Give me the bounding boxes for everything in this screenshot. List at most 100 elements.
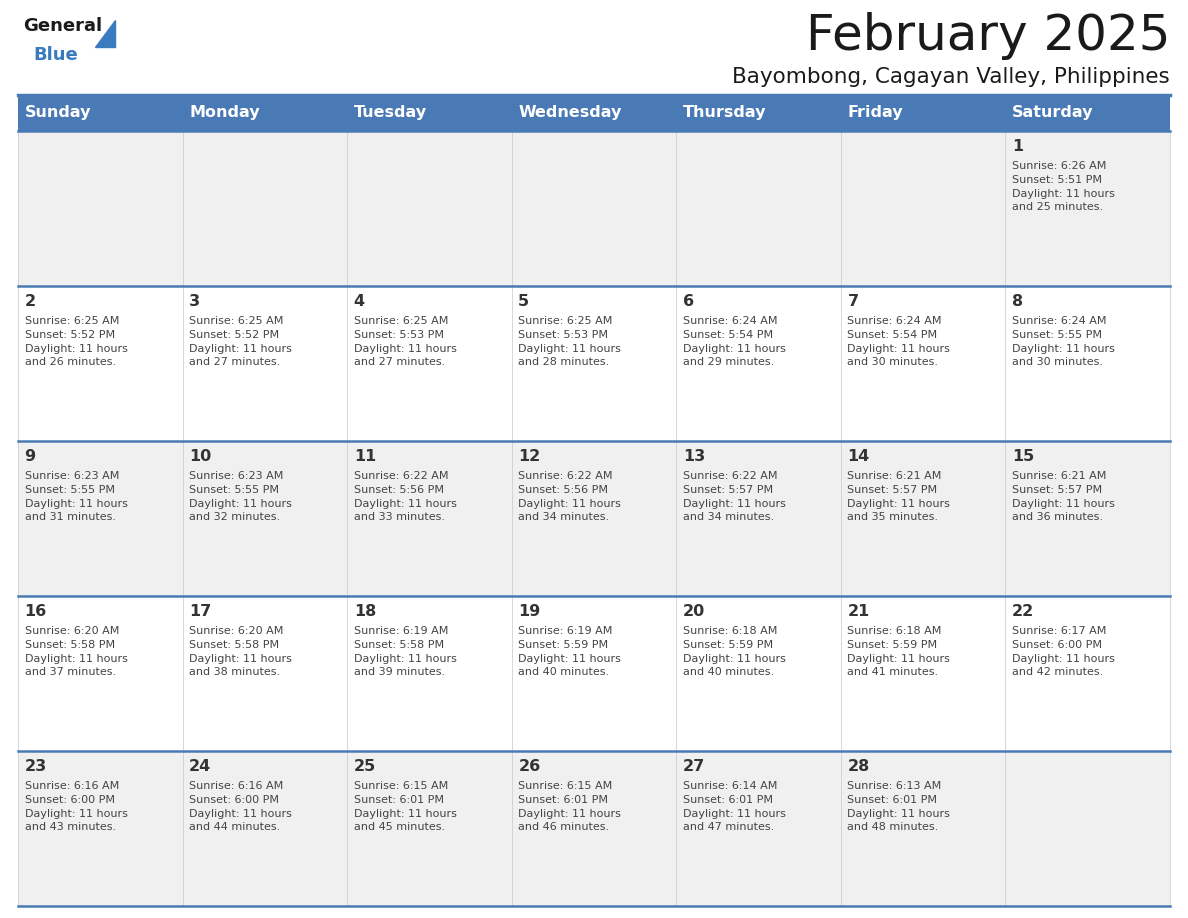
Text: 14: 14 — [847, 449, 870, 464]
Text: 16: 16 — [25, 604, 46, 619]
Text: and 32 minutes.: and 32 minutes. — [189, 512, 280, 522]
Text: Sunset: 5:58 PM: Sunset: 5:58 PM — [25, 640, 115, 650]
Text: Daylight: 11 hours: Daylight: 11 hours — [518, 654, 621, 664]
Text: and 40 minutes.: and 40 minutes. — [518, 667, 609, 677]
Text: 6: 6 — [683, 294, 694, 309]
Text: Sunset: 6:01 PM: Sunset: 6:01 PM — [354, 795, 444, 805]
Text: Sunrise: 6:15 AM: Sunrise: 6:15 AM — [518, 781, 613, 791]
Text: Sunset: 5:57 PM: Sunset: 5:57 PM — [1012, 485, 1102, 495]
Text: Sunset: 6:00 PM: Sunset: 6:00 PM — [1012, 640, 1102, 650]
Text: Saturday: Saturday — [1012, 106, 1093, 120]
Text: 20: 20 — [683, 604, 706, 619]
Text: Sunrise: 6:19 AM: Sunrise: 6:19 AM — [518, 626, 613, 636]
Text: Sunrise: 6:20 AM: Sunrise: 6:20 AM — [25, 626, 119, 636]
Text: 12: 12 — [518, 449, 541, 464]
Text: Daylight: 11 hours: Daylight: 11 hours — [189, 654, 292, 664]
Text: and 46 minutes.: and 46 minutes. — [518, 823, 609, 833]
Text: Daylight: 11 hours: Daylight: 11 hours — [189, 343, 292, 353]
Bar — [18, 131, 1170, 286]
Text: 10: 10 — [189, 449, 211, 464]
Text: Sunrise: 6:14 AM: Sunrise: 6:14 AM — [683, 781, 777, 791]
Text: Sunset: 5:54 PM: Sunset: 5:54 PM — [683, 330, 773, 340]
Text: Daylight: 11 hours: Daylight: 11 hours — [189, 498, 292, 509]
Text: and 44 minutes.: and 44 minutes. — [189, 823, 280, 833]
Text: Daylight: 11 hours: Daylight: 11 hours — [847, 498, 950, 509]
Text: Daylight: 11 hours: Daylight: 11 hours — [518, 343, 621, 353]
Text: and 45 minutes.: and 45 minutes. — [354, 823, 444, 833]
Text: Sunrise: 6:22 AM: Sunrise: 6:22 AM — [354, 471, 448, 481]
Text: Bayombong, Cagayan Valley, Philippines: Bayombong, Cagayan Valley, Philippines — [732, 67, 1170, 87]
Text: Daylight: 11 hours: Daylight: 11 hours — [25, 343, 127, 353]
Text: Sunset: 6:01 PM: Sunset: 6:01 PM — [847, 795, 937, 805]
Text: and 25 minutes.: and 25 minutes. — [1012, 202, 1104, 212]
Text: and 40 minutes.: and 40 minutes. — [683, 667, 775, 677]
Text: and 47 minutes.: and 47 minutes. — [683, 823, 775, 833]
Text: Sunset: 5:57 PM: Sunset: 5:57 PM — [683, 485, 773, 495]
Text: Sunrise: 6:21 AM: Sunrise: 6:21 AM — [847, 471, 942, 481]
Text: Daylight: 11 hours: Daylight: 11 hours — [25, 809, 127, 819]
Text: Sunrise: 6:18 AM: Sunrise: 6:18 AM — [683, 626, 777, 636]
Text: and 48 minutes.: and 48 minutes. — [847, 823, 939, 833]
Text: Monday: Monday — [189, 106, 260, 120]
Text: Sunset: 6:00 PM: Sunset: 6:00 PM — [25, 795, 114, 805]
Text: and 26 minutes.: and 26 minutes. — [25, 357, 115, 367]
Text: Daylight: 11 hours: Daylight: 11 hours — [354, 343, 456, 353]
Text: Daylight: 11 hours: Daylight: 11 hours — [354, 654, 456, 664]
Text: Sunrise: 6:22 AM: Sunrise: 6:22 AM — [518, 471, 613, 481]
Text: and 34 minutes.: and 34 minutes. — [683, 512, 775, 522]
Text: Sunrise: 6:15 AM: Sunrise: 6:15 AM — [354, 781, 448, 791]
Text: 22: 22 — [1012, 604, 1035, 619]
Text: Sunrise: 6:17 AM: Sunrise: 6:17 AM — [1012, 626, 1106, 636]
Text: Daylight: 11 hours: Daylight: 11 hours — [1012, 654, 1114, 664]
Text: and 33 minutes.: and 33 minutes. — [354, 512, 444, 522]
Text: 19: 19 — [518, 604, 541, 619]
Text: and 34 minutes.: and 34 minutes. — [518, 512, 609, 522]
Text: General: General — [23, 17, 102, 35]
Text: Thursday: Thursday — [683, 106, 766, 120]
Text: 28: 28 — [847, 759, 870, 774]
Text: 26: 26 — [518, 759, 541, 774]
Text: Sunrise: 6:24 AM: Sunrise: 6:24 AM — [1012, 316, 1106, 326]
Text: Daylight: 11 hours: Daylight: 11 hours — [518, 498, 621, 509]
Text: Sunrise: 6:20 AM: Sunrise: 6:20 AM — [189, 626, 284, 636]
Text: Daylight: 11 hours: Daylight: 11 hours — [847, 343, 950, 353]
Text: Sunset: 6:01 PM: Sunset: 6:01 PM — [518, 795, 608, 805]
Text: Daylight: 11 hours: Daylight: 11 hours — [683, 654, 785, 664]
Text: Sunrise: 6:25 AM: Sunrise: 6:25 AM — [189, 316, 284, 326]
Text: 25: 25 — [354, 759, 375, 774]
Text: Sunset: 5:56 PM: Sunset: 5:56 PM — [518, 485, 608, 495]
Text: and 38 minutes.: and 38 minutes. — [189, 667, 280, 677]
Text: Daylight: 11 hours: Daylight: 11 hours — [683, 809, 785, 819]
Text: and 28 minutes.: and 28 minutes. — [518, 357, 609, 367]
Text: Sunset: 5:59 PM: Sunset: 5:59 PM — [518, 640, 608, 650]
Text: Wednesday: Wednesday — [518, 106, 621, 120]
Text: Blue: Blue — [33, 46, 77, 64]
Text: and 27 minutes.: and 27 minutes. — [189, 357, 280, 367]
Text: Sunrise: 6:13 AM: Sunrise: 6:13 AM — [847, 781, 942, 791]
Bar — [18, 596, 1170, 751]
Text: 11: 11 — [354, 449, 375, 464]
Text: 5: 5 — [518, 294, 530, 309]
Text: 9: 9 — [25, 449, 36, 464]
Text: 24: 24 — [189, 759, 211, 774]
Text: and 31 minutes.: and 31 minutes. — [25, 512, 115, 522]
Text: 27: 27 — [683, 759, 706, 774]
Text: Sunset: 5:53 PM: Sunset: 5:53 PM — [354, 330, 444, 340]
Text: Sunset: 5:55 PM: Sunset: 5:55 PM — [189, 485, 279, 495]
Text: Sunset: 5:54 PM: Sunset: 5:54 PM — [847, 330, 937, 340]
Text: Sunset: 5:59 PM: Sunset: 5:59 PM — [683, 640, 773, 650]
Text: Daylight: 11 hours: Daylight: 11 hours — [25, 654, 127, 664]
Text: and 43 minutes.: and 43 minutes. — [25, 823, 115, 833]
Text: Sunset: 5:57 PM: Sunset: 5:57 PM — [847, 485, 937, 495]
Text: 17: 17 — [189, 604, 211, 619]
Text: Sunset: 5:52 PM: Sunset: 5:52 PM — [189, 330, 279, 340]
Text: and 36 minutes.: and 36 minutes. — [1012, 512, 1102, 522]
Text: and 41 minutes.: and 41 minutes. — [847, 667, 939, 677]
Text: and 30 minutes.: and 30 minutes. — [1012, 357, 1102, 367]
Text: Daylight: 11 hours: Daylight: 11 hours — [354, 809, 456, 819]
Text: Daylight: 11 hours: Daylight: 11 hours — [354, 498, 456, 509]
Text: Tuesday: Tuesday — [354, 106, 426, 120]
Text: Sunset: 5:55 PM: Sunset: 5:55 PM — [25, 485, 114, 495]
Text: Daylight: 11 hours: Daylight: 11 hours — [683, 498, 785, 509]
Text: 18: 18 — [354, 604, 375, 619]
